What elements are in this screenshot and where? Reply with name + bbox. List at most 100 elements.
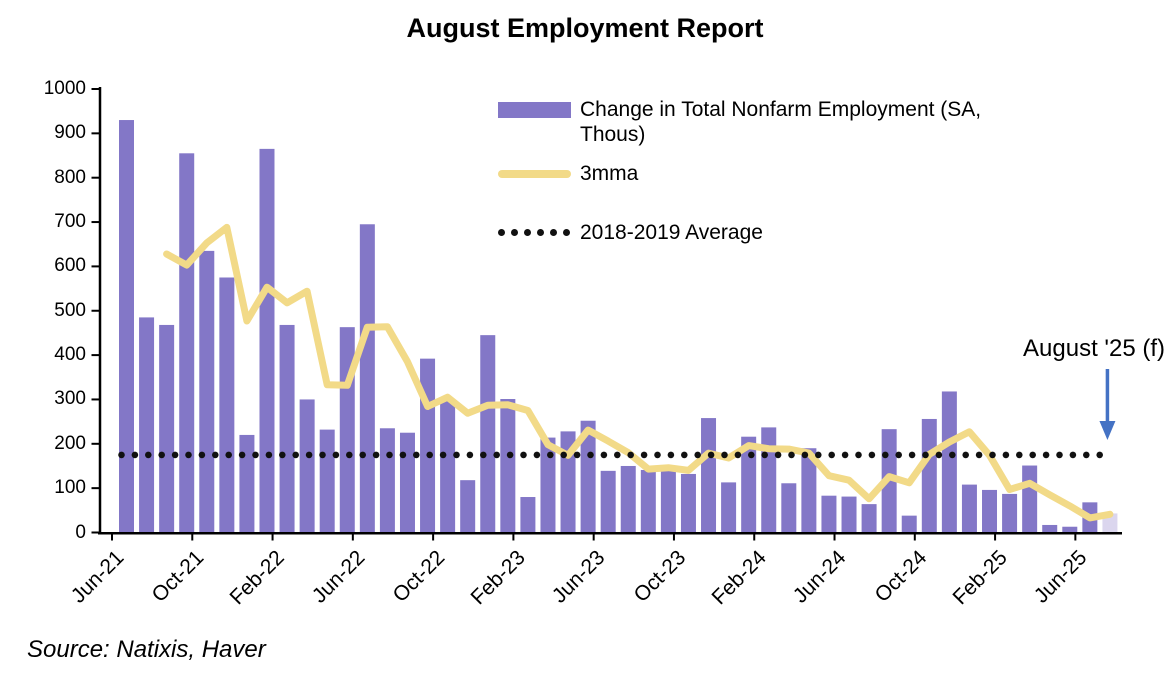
- bar: [841, 496, 857, 533]
- average-dotted-line-dot: [734, 451, 742, 459]
- bar: [159, 324, 175, 533]
- average-dotted-line-dot: [748, 451, 755, 459]
- average-dotted-line-dot: [238, 451, 246, 459]
- legend: Change in Total Nonfarm Employment (SA, …: [498, 97, 1010, 245]
- trend-line-3mma: [163, 223, 1114, 522]
- y-axis-label: 0: [75, 521, 86, 543]
- average-dotted-line-dot: [627, 451, 634, 459]
- average-dotted-line-dot: [292, 451, 300, 459]
- average-dotted-line-dot: [614, 451, 621, 459]
- y-axis-label: 600: [54, 255, 86, 277]
- bar: [1022, 465, 1038, 533]
- bar: [1042, 524, 1058, 533]
- bar: [741, 436, 757, 533]
- bar: [379, 428, 395, 533]
- bar: [761, 427, 777, 533]
- bar: [319, 429, 335, 533]
- bar: [199, 250, 215, 533]
- bar: [961, 484, 977, 533]
- average-dotted-line-dot: [855, 451, 862, 459]
- average-dotted-line-dot: [1016, 451, 1023, 459]
- average-dotted-line-dot: [868, 451, 876, 459]
- average-dotted-line-dot: [908, 451, 916, 459]
- average-dotted-line-dot: [1083, 451, 1090, 459]
- bar: [781, 483, 797, 533]
- y-axis-label: 900: [54, 122, 86, 144]
- dotted-swatch-icon: [498, 229, 571, 236]
- average-dotted-line-dot: [975, 451, 983, 459]
- average-dotted-line-dot: [212, 451, 219, 459]
- average-dotted-line-dot: [815, 451, 822, 459]
- average-dotted-line-dot: [721, 451, 728, 459]
- average-dotted-line-dot: [520, 451, 527, 459]
- y-axis-label: 400: [54, 344, 86, 366]
- bar: [941, 391, 957, 533]
- bar: [620, 465, 636, 533]
- bar: [119, 120, 134, 533]
- average-dotted-line-dot: [1002, 451, 1010, 459]
- average-dotted-line-dot: [1029, 451, 1036, 459]
- average-dotted-line-dot: [935, 451, 943, 459]
- source-note: Source: Natixis, Haver: [27, 636, 266, 663]
- bar: [480, 335, 496, 533]
- bar: [861, 504, 877, 533]
- average-dotted-line-dot: [640, 451, 648, 459]
- y-axis-label: 1000: [43, 78, 86, 99]
- average-dotted-line-dot: [466, 451, 474, 459]
- legend-average-label: 2018-2019 Average: [580, 221, 763, 244]
- average-dotted-line-dot: [506, 451, 514, 459]
- legend-bar-label: Change in Total Nonfarm Employment (SA, …: [580, 98, 982, 146]
- average-dotted-line-dot: [707, 451, 715, 459]
- average-dotted-line-dot: [587, 451, 594, 459]
- average-dotted-line-dot: [413, 451, 420, 459]
- average-dotted-line-dot: [533, 451, 541, 459]
- bar: [500, 399, 516, 533]
- average-dotted-line-dot: [480, 451, 487, 459]
- bar: [420, 358, 436, 533]
- bar: [640, 469, 656, 533]
- line-swatch-icon: [498, 169, 571, 178]
- average-dotted-line-dot: [439, 451, 447, 459]
- bar: [580, 420, 596, 533]
- average-dotted-line-dot: [694, 451, 701, 459]
- average-dotted-line-dot: [131, 451, 139, 459]
- average-dotted-line-dot: [359, 451, 367, 459]
- legend-item-bars: Change in Total Nonfarm Employment (SA, …: [498, 97, 1010, 147]
- legend-item-average: 2018-2019 Average: [498, 220, 1010, 245]
- legend-item-3mma: 3mma: [498, 161, 1010, 186]
- average-dotted-line-dot: [1056, 451, 1063, 459]
- average-dotted-line-dot: [573, 451, 581, 459]
- average-dotted-line-dot: [118, 451, 125, 459]
- bar: [339, 327, 355, 533]
- average-dotted-line-dot: [1069, 451, 1077, 459]
- average-dotted-line-dot: [667, 451, 675, 459]
- bar: [660, 466, 676, 533]
- average-dotted-line-dot: [761, 451, 768, 459]
- average-dotted-line-dot: [560, 451, 567, 459]
- average-dotted-line-dot: [265, 451, 273, 459]
- average-dotted-line-dot: [453, 451, 460, 459]
- bar: [701, 418, 717, 533]
- y-axis-label: 300: [54, 388, 86, 410]
- bar: [801, 448, 817, 533]
- bar: [520, 497, 536, 533]
- bar: [982, 489, 998, 533]
- chart-title: August Employment Report: [406, 13, 764, 43]
- average-dotted-line-dot: [493, 451, 501, 459]
- average-dotted-line-dot: [171, 451, 179, 459]
- average-dotted-line-dot: [185, 451, 192, 459]
- average-dotted-line-dot: [681, 451, 688, 459]
- bar: [259, 148, 275, 533]
- legend-line-label: 3mma: [580, 162, 639, 185]
- average-dotted-line-dot: [252, 451, 259, 459]
- average-dotted-line-dot: [145, 451, 152, 459]
- average-dotted-line-dot: [1096, 451, 1103, 459]
- average-dotted-line-dot: [895, 451, 902, 459]
- bar: [179, 153, 195, 533]
- bar: [219, 277, 235, 533]
- average-dotted-line-dot: [962, 451, 969, 459]
- average-dotted-line-dot: [225, 451, 232, 459]
- average-dotted-line-dot: [828, 451, 835, 459]
- y-axis-label: 100: [54, 477, 86, 499]
